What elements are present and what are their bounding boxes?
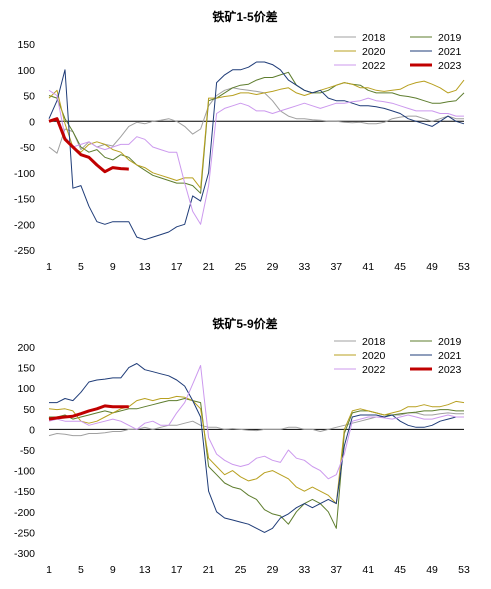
x-tick-label: 9 <box>110 564 116 576</box>
series-line-2022 <box>48 89 464 225</box>
legend-label: 2020 <box>362 350 386 362</box>
x-tick-label: 29 <box>267 261 279 273</box>
x-tick-label: 13 <box>139 564 151 576</box>
x-tick-label: 25 <box>235 564 247 576</box>
chart-iron-ore-5-9-spread: 铁矿5-9价差 200 150 100 50 0 -50 -100 -150 -200 -250 -3… <box>0 305 491 589</box>
x-tick-label: 13 <box>139 261 151 273</box>
chart-1-svg: 铁矿1-5价差 150 100 50 0 -50 -100 -150 -200 -250 1 5 9 13… <box>14 9 470 273</box>
series-line-2020 <box>48 79 465 189</box>
x-tick-label: 25 <box>235 261 247 273</box>
y-tick-label: -300 <box>14 548 35 560</box>
x-tick-label: 29 <box>267 564 279 576</box>
y-tick-label: -150 <box>14 194 35 206</box>
x-tick-label: 5 <box>78 261 84 273</box>
series-line-2019 <box>48 71 465 194</box>
x-tick-label: 45 <box>394 261 406 273</box>
x-tick-label: 1 <box>46 261 52 273</box>
y-tick-label: 150 <box>17 39 35 51</box>
y-tick-label: -150 <box>14 486 35 498</box>
series-line-2019 <box>49 398 464 529</box>
y-tick-label: -200 <box>14 507 35 519</box>
series-line-2022 <box>48 365 464 480</box>
x-tick-label: 33 <box>299 261 311 273</box>
x-tick-label: 21 <box>203 564 215 576</box>
x-tick-label: 33 <box>299 564 311 576</box>
y-tick-label: 0 <box>29 424 35 436</box>
series-line-2023 <box>48 404 129 421</box>
chart-iron-ore-1-5-spread: 铁矿1-5价差 150 100 50 0 -50 -100 -150 -200 -250 1 5 9 13… <box>0 0 491 285</box>
x-tick-label: 41 <box>362 261 374 273</box>
legend-label: 2018 <box>362 32 386 44</box>
x-tick-label: 5 <box>78 564 84 576</box>
x-tick-label: 41 <box>362 564 374 576</box>
y-tick-label: 200 <box>17 342 35 354</box>
chart-title: 铁矿5-9价差 <box>212 316 277 331</box>
x-tick-label: 17 <box>171 261 183 273</box>
series-line-2021 <box>48 61 465 241</box>
x-tick-label: 45 <box>394 564 406 576</box>
series-line-2021 <box>49 363 464 533</box>
y-tick-label: -50 <box>20 142 35 154</box>
x-tick-label: 1 <box>46 564 52 576</box>
x-tick-label: 53 <box>458 564 470 576</box>
x-tick-label: 49 <box>426 564 438 576</box>
x-tick-label: 49 <box>426 261 438 273</box>
y-tick-label: -200 <box>14 219 35 231</box>
legend-label: 2021 <box>438 350 462 362</box>
x-tick-label: 17 <box>171 564 183 576</box>
y-tick-label: -100 <box>14 466 35 478</box>
legend-label: 2022 <box>362 364 386 376</box>
y-tick-label: -100 <box>14 168 35 180</box>
series-line-2018 <box>48 87 464 154</box>
legend-label: 2023 <box>438 364 462 376</box>
legend-label: 2021 <box>438 46 462 58</box>
legend-label: 2020 <box>362 46 386 58</box>
legend-label: 2019 <box>438 32 462 44</box>
y-tick-label: 50 <box>23 404 35 416</box>
legend-label: 2018 <box>362 336 386 348</box>
y-tick-label: 100 <box>17 383 35 395</box>
legend-label: 2019 <box>438 336 462 348</box>
y-tick-label: -250 <box>14 245 35 257</box>
y-tick-label: 50 <box>23 91 35 103</box>
legend-label: 2022 <box>362 60 386 72</box>
chart-2-svg: 铁矿5-9价差 200 150 100 50 0 -50 -100 -150 -200 -250 -3… <box>14 316 470 576</box>
y-tick-label: 150 <box>17 363 35 375</box>
y-tick-label: -250 <box>14 527 35 539</box>
y-tick-label: 0 <box>29 116 35 128</box>
series-line-2020 <box>48 395 465 505</box>
y-tick-label: 100 <box>17 65 35 77</box>
x-tick-label: 9 <box>110 261 116 273</box>
legend-label: 2023 <box>438 60 462 72</box>
x-tick-label: 21 <box>203 261 215 273</box>
x-tick-label: 37 <box>330 261 342 273</box>
x-tick-label: 37 <box>330 564 342 576</box>
x-tick-label: 53 <box>458 261 470 273</box>
y-tick-label: -50 <box>20 445 35 457</box>
series-line-2023 <box>48 117 129 174</box>
chart-title: 铁矿1-5价差 <box>212 9 277 24</box>
